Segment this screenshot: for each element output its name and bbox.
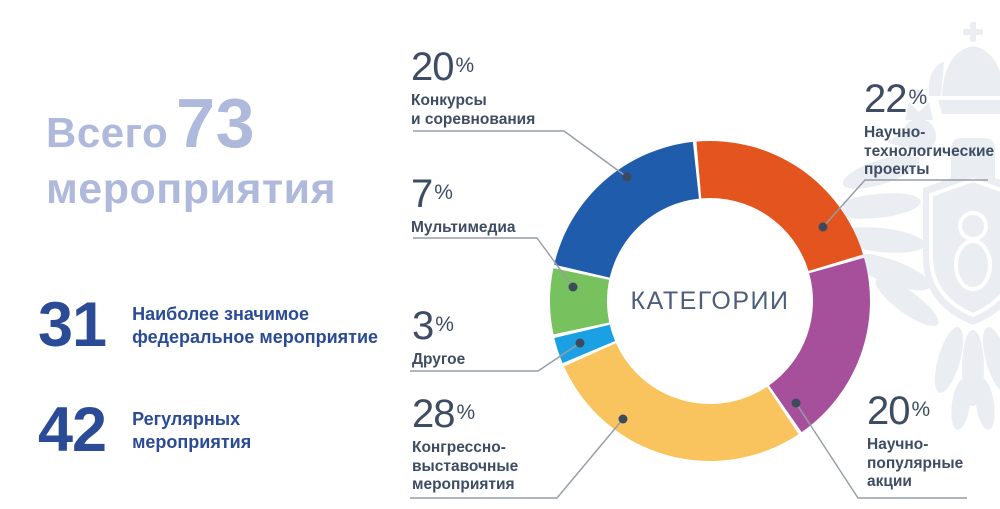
percent-sign: % bbox=[911, 398, 931, 421]
donut-segment-congress bbox=[564, 343, 799, 462]
callout-congress-caption: Конгрессно- выставочные мероприятия bbox=[412, 439, 518, 495]
callout-scipop-percent: 20% bbox=[867, 391, 963, 431]
stat-regular-label: Регулярных мероприятия bbox=[132, 405, 251, 457]
callout-multimedia: 7% Мультимедиа bbox=[411, 174, 516, 238]
percent-sign: % bbox=[455, 54, 475, 77]
callout-other: 3% Другое bbox=[412, 306, 465, 370]
total-events-line1: Всего 73 bbox=[46, 88, 336, 158]
caption-line: Научно- bbox=[867, 436, 929, 453]
callout-scitech: 22% Научно- технологические проекты bbox=[864, 79, 994, 180]
stat-regular-number: 42 bbox=[38, 395, 107, 465]
percent-value: 28 bbox=[412, 392, 455, 436]
caption-line: мероприятия bbox=[412, 476, 515, 494]
callout-other-caption: Другое bbox=[412, 351, 465, 370]
donut-segment-scipop bbox=[769, 257, 871, 433]
donut-segment-multimedia bbox=[550, 268, 610, 335]
percent-sign: % bbox=[435, 313, 454, 336]
callout-multimedia-caption: Мультимедиа bbox=[411, 219, 516, 238]
stat-federal-label-line2: федеральное мероприятие bbox=[132, 326, 379, 347]
caption-line: популярные bbox=[867, 454, 964, 472]
callout-scipop: 20% Научно- популярные акции bbox=[867, 391, 963, 492]
caption-line: выставочные bbox=[412, 457, 519, 475]
callout-other-percent: 3% bbox=[412, 306, 465, 346]
callout-competitions: 20% Конкурсы и соревнования bbox=[411, 47, 535, 129]
caption-line: Научно- bbox=[864, 124, 926, 141]
percent-value: 7 bbox=[411, 172, 433, 216]
total-number: 73 bbox=[176, 84, 256, 162]
percent-value: 20 bbox=[867, 389, 910, 433]
callout-scipop-caption: Научно- популярные акции bbox=[867, 436, 963, 492]
percent-sign: % bbox=[434, 181, 453, 204]
donut-center-label: КАТЕГОРИИ bbox=[630, 287, 790, 315]
caption-line: акции bbox=[867, 473, 912, 491]
caption-line: и соревнования bbox=[411, 110, 536, 128]
stat-regular-label-line2: мероприятия bbox=[132, 431, 252, 452]
stat-federal-events: 31 Наиболее значимое федеральное меропри… bbox=[38, 290, 378, 360]
percent-value: 22 bbox=[864, 77, 907, 121]
stat-regular-events: 42 Регулярных мероприятия bbox=[38, 395, 251, 465]
stat-federal-number: 31 bbox=[38, 290, 107, 360]
percent-sign: % bbox=[908, 86, 928, 109]
callout-competitions-caption: Конкурсы и соревнования bbox=[411, 92, 535, 129]
callout-multimedia-percent: 7% bbox=[411, 174, 516, 214]
callout-competitions-percent: 20% bbox=[411, 47, 535, 87]
callout-scitech-percent: 22% bbox=[864, 79, 994, 119]
caption-line: технологические bbox=[864, 142, 995, 160]
caption-line: Другое bbox=[412, 351, 466, 368]
total-suffix: мероприятия bbox=[46, 165, 337, 213]
donut-segment-scitech bbox=[696, 140, 864, 271]
percent-value: 20 bbox=[411, 45, 454, 89]
percent-sign: % bbox=[456, 401, 476, 424]
total-events-title: Всего 73 мероприятия bbox=[46, 88, 336, 211]
callout-scitech-caption: Научно- технологические проекты bbox=[864, 124, 994, 180]
caption-line: проекты bbox=[864, 161, 930, 179]
caption-line: Конкурсы bbox=[411, 92, 487, 109]
caption-line: Конгрессно- bbox=[412, 439, 506, 456]
stat-regular-label-line1: Регулярных bbox=[132, 409, 241, 429]
stat-federal-label: Наиболее значимое федеральное мероприяти… bbox=[132, 300, 378, 352]
callout-congress-percent: 28% bbox=[412, 394, 518, 434]
callout-congress: 28% Конгрессно- выставочные мероприятия bbox=[412, 394, 518, 495]
percent-value: 3 bbox=[412, 304, 434, 348]
donut-segment-competitions bbox=[554, 141, 699, 278]
stat-federal-label-line1: Наиболее значимое bbox=[132, 304, 310, 324]
caption-line: Мультимедиа bbox=[411, 219, 516, 236]
total-prefix: Всего bbox=[46, 109, 169, 156]
